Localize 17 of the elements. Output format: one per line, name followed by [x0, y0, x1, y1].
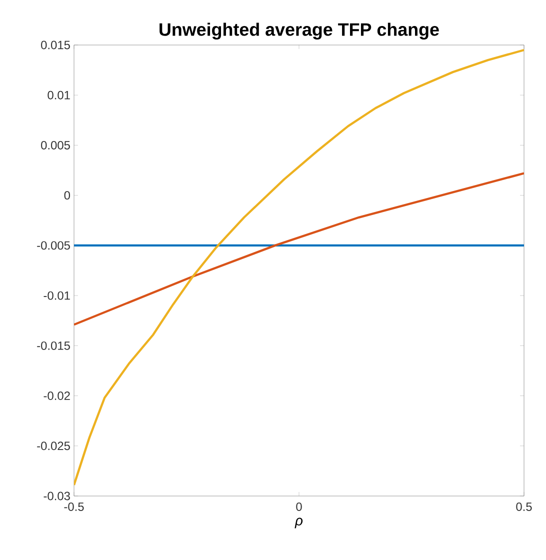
y-tick-label: -0.015: [37, 341, 70, 350]
x-tick-label: 0: [296, 502, 302, 511]
y-tick-label: 0.015: [41, 40, 70, 50]
y-tick-label: -0.02: [44, 392, 70, 400]
y-tick-label: 0.01: [48, 90, 70, 100]
x-axis-title: ρ: [294, 518, 303, 528]
chart-title: Unweighted average TFP change: [160, 22, 439, 40]
x-tick-label: 0.5: [516, 502, 532, 511]
y-tick-label: -0.01: [44, 291, 70, 300]
x-tick-label: -0.5: [64, 502, 84, 511]
line-series: [74, 172, 524, 326]
y-tick-label: -0.005: [37, 241, 70, 250]
y-tick-label: -0.025: [37, 442, 70, 450]
y-tick-label: 0: [64, 191, 70, 200]
y-tick-label: -0.03: [44, 492, 70, 500]
y-tick-label: 0.005: [41, 140, 70, 150]
line-series: [74, 48, 524, 486]
